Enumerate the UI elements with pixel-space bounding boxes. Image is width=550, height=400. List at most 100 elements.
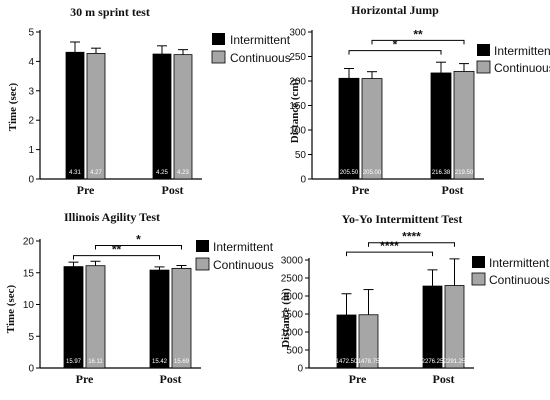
y-axis-label-yoyo: Distance (m) — [280, 288, 292, 348]
legend-label-intermittent: Intermittent — [230, 33, 291, 47]
legend-label-continuous: Continuous — [230, 51, 291, 65]
x-category-label: Pre — [76, 372, 94, 386]
y-tick-label: 2000 — [281, 292, 304, 303]
y-tick-label: 0 — [28, 364, 34, 375]
bar-continuous-post — [444, 285, 465, 369]
chart-horizontal-jump: 0 50 100 150 200 250 300 205.50 216.38 205.00 219.… — [289, 27, 484, 197]
legend-label-intermittent: Intermittent — [213, 240, 274, 254]
data-label: 205.50 — [340, 170, 359, 176]
x-category-label: Pre — [352, 183, 370, 197]
bar-continuous-pre — [86, 53, 106, 180]
legend-label-continuous: Continuous — [489, 273, 550, 287]
y-axis-label-agility: Time (sec) — [5, 284, 17, 333]
bar-intermittent-pre — [338, 77, 360, 180]
y-tick-label: 0 — [28, 175, 34, 186]
legend-label-intermittent: Intermittent — [489, 256, 550, 270]
y-tick-label: 300 — [289, 28, 306, 39]
bar-intermittent-pre — [63, 266, 84, 369]
y-tick-label: 2500 — [281, 274, 304, 285]
significance-bracket — [368, 242, 455, 247]
data-label: 2291.25 — [444, 359, 466, 365]
y-tick-label: 3 — [28, 86, 34, 97]
data-label: 219.50 — [455, 170, 474, 176]
y-tick-label: 5 — [28, 28, 34, 39]
significance-bracket — [73, 255, 160, 260]
significance-label: **** — [380, 239, 399, 253]
legend-swatch-intermittent — [472, 256, 485, 268]
significance-label: ** — [413, 27, 423, 41]
data-label: 15.69 — [174, 359, 190, 365]
significance-label: * — [393, 38, 398, 52]
y-tick-label: 2 — [28, 116, 34, 127]
significance-bracket — [95, 244, 182, 250]
x-category-label: Post — [442, 183, 464, 197]
panel-title-sprint: 30 m sprint test — [70, 5, 150, 19]
legend-label-continuous: Continuous — [213, 258, 274, 272]
data-label: 1478.75 — [358, 359, 380, 365]
bar-continuous-post — [171, 267, 192, 369]
y-tick-label: 4 — [28, 57, 34, 68]
y-tick-label: 1500 — [281, 310, 304, 321]
y-tick-label: 0 — [297, 364, 303, 375]
legend-swatch-intermittent — [477, 44, 490, 56]
data-label: 16.11 — [88, 359, 103, 365]
significance-bracket — [348, 50, 442, 55]
bar-intermittent-post — [422, 285, 443, 369]
legend-label-continuous: Continuous — [494, 61, 550, 75]
panel-title-agility: Illinois Agility Test — [64, 210, 160, 224]
significance-label: * — [136, 232, 141, 246]
significance-label: ** — [112, 243, 122, 257]
y-tick-label: 200 — [289, 77, 306, 88]
bar-continuous-post — [453, 71, 475, 180]
data-label: 4.25 — [156, 170, 168, 176]
x-category-label: Post — [162, 183, 184, 197]
y-tick-label: 50 — [295, 150, 307, 161]
bar-intermittent-post — [430, 72, 452, 180]
legend-swatch-intermittent — [212, 33, 225, 45]
x-category-label: Pre — [349, 372, 367, 386]
data-label: 15.42 — [152, 359, 168, 365]
x-category-label: Post — [433, 372, 455, 386]
bar-intermittent-pre — [65, 51, 85, 180]
data-label: 205.00 — [363, 170, 382, 176]
data-label: 4.23 — [177, 170, 189, 176]
data-label: 15.97 — [66, 359, 82, 365]
data-label: 4.27 — [90, 170, 102, 176]
y-tick-label: 5 — [28, 332, 34, 343]
legend-swatch-continuous — [476, 60, 491, 74]
significance-bracket — [346, 251, 433, 257]
bar-continuous-pre — [85, 265, 106, 369]
y-tick-label: 1 — [28, 145, 34, 156]
bar-intermittent-post — [149, 269, 170, 369]
legend-label-intermittent: Intermittent — [494, 44, 550, 58]
bar-intermittent-post — [152, 53, 172, 180]
data-label: 1472.50 — [336, 359, 358, 365]
y-tick-label: 150 — [289, 101, 306, 112]
y-tick-label: 0 — [300, 175, 306, 186]
x-category-label: Post — [160, 372, 182, 386]
y-tick-label: 10 — [23, 300, 35, 311]
y-axis-label-jump: Distance (cm) — [289, 78, 301, 143]
bar-continuous-pre — [361, 78, 383, 180]
y-axis-label-sprint: Time (sec) — [7, 82, 19, 131]
legend-swatch-intermittent — [196, 240, 209, 252]
y-tick-label: 20 — [23, 237, 35, 248]
y-tick-label: 100 — [289, 126, 306, 137]
data-label: 216.38 — [432, 170, 451, 176]
panel-title-jump: Horizontal Jump — [351, 3, 439, 17]
y-tick-label: 500 — [286, 346, 303, 357]
chart-sprint: 0 1 2 3 4 5 4.31 4.25 4.27 4.23 Pre Post — [28, 28, 202, 197]
panel-title-yoyo: Yo-Yo Intermittent Test — [342, 212, 463, 226]
y-tick-label: 1000 — [281, 328, 304, 339]
y-tick-label: 3000 — [281, 256, 304, 267]
legend-swatch-continuous — [195, 257, 210, 271]
data-label: 4.31 — [69, 170, 81, 176]
data-label: 2276.25 — [422, 359, 444, 365]
chart-yoyo: 0 500 1000 1500 2000 2500 3000 1472.50 2276.25 14… — [281, 230, 474, 386]
significance-bracket — [371, 39, 465, 45]
legend-swatch-continuous — [211, 50, 226, 64]
x-category-label: Pre — [77, 183, 95, 197]
bar-continuous-post — [173, 54, 193, 180]
